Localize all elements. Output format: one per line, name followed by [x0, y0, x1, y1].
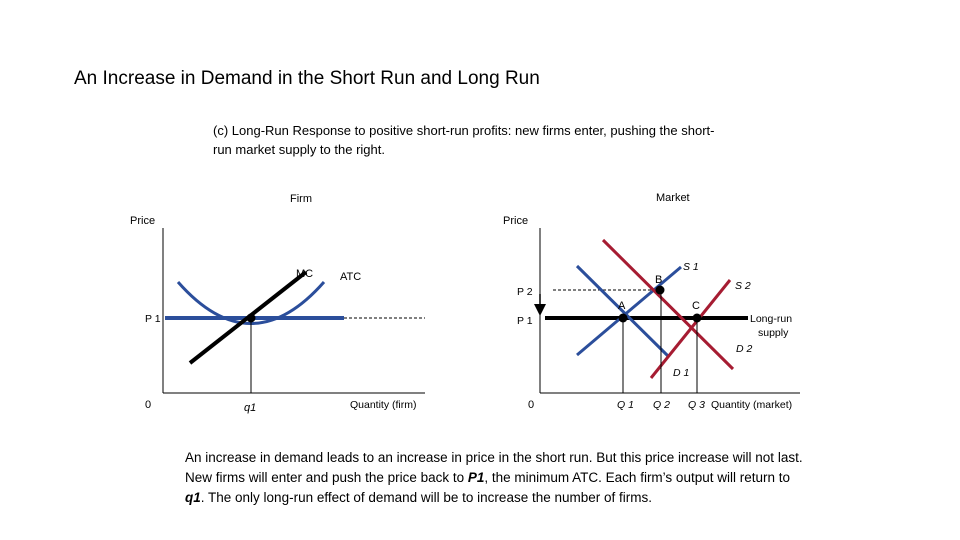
- point-c-label: C: [692, 300, 700, 312]
- s2-label: S 2: [735, 280, 751, 292]
- supply-s2-curve: [649, 279, 732, 379]
- caption: An increase in demand leads to an increa…: [185, 448, 805, 508]
- firm-panel-label: Firm: [290, 193, 312, 205]
- atc-label: ATC: [340, 271, 361, 283]
- market-x-axis-label: Quantity (market): [711, 399, 792, 411]
- firm-equilibrium-point: [246, 313, 256, 323]
- point-b-label: B: [655, 274, 662, 286]
- point-c-marker: [692, 313, 702, 323]
- point-a-label: A: [618, 300, 626, 312]
- long-run-supply-label-line2: supply: [758, 327, 789, 339]
- firm-origin-label: 0: [145, 399, 151, 411]
- diagram-subtitle: (c) Long-Run Response to positive short-…: [213, 123, 715, 157]
- caption-part3: . The only long-run effect of demand wil…: [200, 490, 653, 505]
- supply-s1-curve: [576, 265, 682, 357]
- point-b-marker: [655, 285, 665, 295]
- market-origin-label: 0: [528, 399, 534, 411]
- market-q3-label: Q 3: [688, 399, 705, 411]
- s1-label: S 1: [683, 261, 699, 273]
- point-a-marker: [618, 313, 628, 323]
- market-q1-label: Q 1: [617, 399, 634, 411]
- d2-label: D 2: [736, 343, 753, 355]
- mc-label: MC: [296, 268, 313, 280]
- market-p1-label: P 1: [517, 315, 533, 327]
- market-q2-label: Q 2: [653, 399, 670, 411]
- firm-y-axis-label: Price: [130, 215, 155, 227]
- page-title: An Increase in Demand in the Short Run a…: [74, 68, 540, 89]
- demand-d1-curve: [575, 264, 671, 359]
- market-y-axis-label: Price: [503, 215, 528, 227]
- caption-q1: q1: [185, 490, 201, 505]
- caption-p1: P1: [467, 470, 485, 485]
- firm-p1-label: P 1: [145, 313, 161, 325]
- firm-q1-label: q1: [244, 402, 256, 414]
- caption-part1: An increase in demand leads to an increa…: [185, 450, 803, 485]
- market-p2-label: P 2: [517, 286, 533, 298]
- d1-label: D 1: [673, 367, 689, 379]
- demand-d2-curve: [601, 238, 735, 371]
- caption-part2: , the minimum ATC. Each firm’s output wi…: [484, 470, 790, 485]
- long-run-supply-label-line1: Long-run: [750, 313, 792, 325]
- market-panel-label: Market: [656, 192, 690, 204]
- firm-x-axis-label: Quantity (firm): [350, 399, 417, 411]
